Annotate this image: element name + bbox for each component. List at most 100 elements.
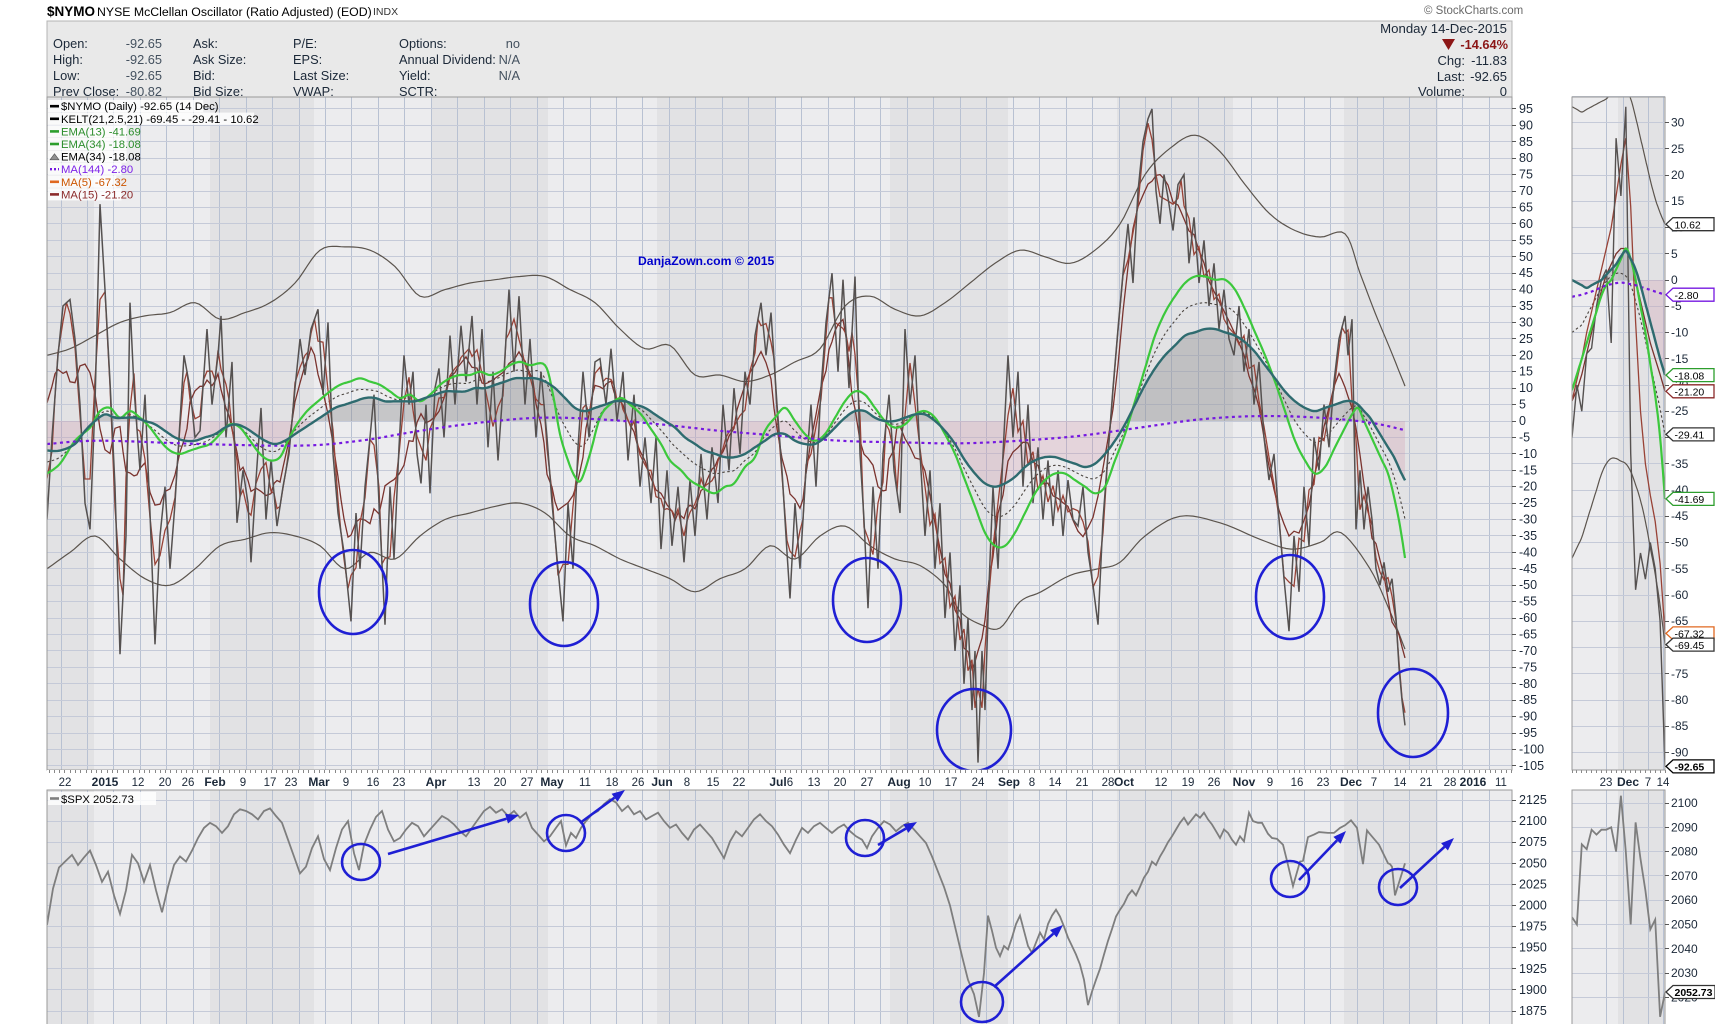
- svg-text:Options:: Options:: [399, 36, 447, 51]
- svg-text:27: 27: [861, 777, 874, 789]
- svg-text:EMA(34) -18.08: EMA(34) -18.08: [61, 152, 141, 164]
- svg-text:-10: -10: [1519, 447, 1537, 461]
- svg-text:-92.65: -92.65: [126, 68, 162, 83]
- svg-text:14: 14: [1049, 777, 1062, 789]
- svg-text:EMA(13) -41.69: EMA(13) -41.69: [61, 126, 141, 138]
- svg-text:$NYMO: $NYMO: [47, 4, 95, 19]
- svg-text:13: 13: [468, 777, 481, 789]
- svg-text:Feb: Feb: [204, 775, 225, 789]
- svg-text:-5: -5: [1519, 430, 1530, 444]
- svg-text:-45: -45: [1519, 562, 1537, 576]
- svg-text:6: 6: [787, 777, 793, 789]
- svg-text:-21.20: -21.20: [1675, 387, 1705, 399]
- svg-text:20: 20: [494, 777, 507, 789]
- svg-text:15: 15: [707, 777, 720, 789]
- svg-text:27: 27: [521, 777, 534, 789]
- svg-text:INDX: INDX: [373, 6, 398, 18]
- svg-text:-80: -80: [1671, 693, 1689, 707]
- svg-text:-90: -90: [1519, 710, 1537, 724]
- svg-text:-30: -30: [1519, 513, 1537, 527]
- svg-text:10: 10: [919, 777, 932, 789]
- svg-text:23: 23: [285, 777, 298, 789]
- svg-text:-29.41: -29.41: [1675, 430, 1705, 442]
- svg-text:50: 50: [1519, 250, 1533, 264]
- svg-text:9: 9: [343, 777, 349, 789]
- svg-text:2040: 2040: [1671, 942, 1698, 956]
- svg-text:-14.64%: -14.64%: [1460, 37, 1508, 52]
- svg-text:-90: -90: [1671, 746, 1689, 760]
- svg-text:Low:: Low:: [53, 68, 80, 83]
- svg-text:20: 20: [1519, 348, 1533, 362]
- svg-text:2080: 2080: [1671, 845, 1698, 859]
- svg-text:75: 75: [1519, 168, 1533, 182]
- svg-text:2050: 2050: [1671, 918, 1698, 932]
- svg-text:VWAP:: VWAP:: [293, 84, 334, 99]
- svg-text:-11.83: -11.83: [1471, 53, 1507, 68]
- svg-text:22: 22: [733, 777, 746, 789]
- svg-text:Monday 14-Dec-2015: Monday 14-Dec-2015: [1380, 21, 1507, 36]
- svg-text:Ask:: Ask:: [193, 36, 218, 51]
- svg-text:N/A: N/A: [499, 68, 521, 83]
- svg-text:-18.08: -18.08: [1675, 370, 1705, 382]
- svg-text:1875: 1875: [1519, 1004, 1547, 1018]
- svg-text:80: 80: [1519, 151, 1533, 165]
- svg-text:24: 24: [972, 777, 985, 789]
- svg-text:-15: -15: [1671, 352, 1689, 366]
- svg-text:10.62: 10.62: [1675, 219, 1701, 231]
- svg-text:70: 70: [1519, 184, 1533, 198]
- svg-text:95: 95: [1519, 102, 1533, 116]
- svg-text:19: 19: [1182, 777, 1195, 789]
- svg-text:$NYMO (Daily) -92.65 (14 Dec): $NYMO (Daily) -92.65 (14 Dec): [61, 101, 219, 113]
- svg-text:-10: -10: [1671, 326, 1689, 340]
- svg-text:40: 40: [1519, 283, 1533, 297]
- svg-text:11: 11: [1495, 777, 1507, 789]
- svg-text:Volume:: Volume:: [1418, 84, 1465, 99]
- svg-text:21: 21: [1076, 777, 1089, 789]
- svg-text:28: 28: [1444, 777, 1457, 789]
- svg-text:35: 35: [1519, 299, 1533, 313]
- svg-text:10: 10: [1519, 381, 1533, 395]
- svg-text:-69.45: -69.45: [1675, 640, 1705, 652]
- svg-text:60: 60: [1519, 217, 1533, 231]
- svg-text:-2.80: -2.80: [1675, 290, 1699, 302]
- svg-text:30: 30: [1671, 116, 1685, 130]
- svg-text:26: 26: [632, 777, 645, 789]
- svg-text:no: no: [506, 36, 520, 51]
- svg-text:12: 12: [132, 777, 145, 789]
- svg-text:85: 85: [1519, 135, 1533, 149]
- svg-text:8: 8: [1029, 777, 1035, 789]
- svg-text:65: 65: [1519, 201, 1533, 215]
- svg-text:14: 14: [1657, 777, 1670, 789]
- svg-text:2075: 2075: [1519, 835, 1547, 849]
- svg-text:Prev Close:: Prev Close:: [53, 84, 119, 99]
- svg-text:23: 23: [1600, 777, 1613, 789]
- svg-text:-35: -35: [1519, 529, 1537, 543]
- svg-text:Apr: Apr: [426, 775, 447, 789]
- svg-text:2100: 2100: [1519, 814, 1547, 828]
- svg-text:1950: 1950: [1519, 941, 1547, 955]
- svg-text:18: 18: [606, 777, 619, 789]
- svg-text:-65: -65: [1519, 628, 1537, 642]
- svg-text:Annual Dividend:: Annual Dividend:: [399, 52, 496, 67]
- svg-text:26: 26: [1208, 777, 1221, 789]
- svg-text:-50: -50: [1519, 578, 1537, 592]
- svg-text:2100: 2100: [1671, 796, 1698, 810]
- svg-text:-5: -5: [1671, 299, 1682, 313]
- svg-text:Open:: Open:: [53, 36, 88, 51]
- svg-text:-92.65: -92.65: [1470, 69, 1507, 84]
- svg-text:2000: 2000: [1519, 899, 1547, 913]
- svg-text:2025: 2025: [1519, 877, 1547, 891]
- svg-text:30: 30: [1519, 315, 1533, 329]
- svg-text:-85: -85: [1671, 719, 1689, 733]
- svg-text:-75: -75: [1671, 667, 1689, 681]
- svg-text:Dec: Dec: [1340, 775, 1362, 789]
- svg-text:Bid Size:: Bid Size:: [193, 84, 244, 99]
- svg-text:-92.65: -92.65: [1675, 762, 1705, 774]
- svg-text:Dec: Dec: [1617, 775, 1639, 789]
- svg-text:8: 8: [684, 777, 690, 789]
- svg-text:$SPX 2052.73: $SPX 2052.73: [61, 794, 134, 806]
- svg-text:-25: -25: [1671, 404, 1689, 418]
- svg-text:2090: 2090: [1671, 820, 1698, 834]
- svg-text:-15: -15: [1519, 463, 1537, 477]
- svg-text:1925: 1925: [1519, 962, 1547, 976]
